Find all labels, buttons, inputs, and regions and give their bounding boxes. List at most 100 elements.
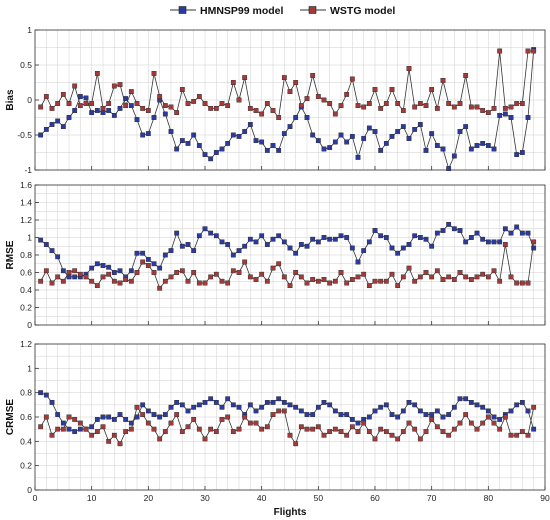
data-point-wstg <box>485 274 491 280</box>
data-point-wstg <box>361 104 367 110</box>
y-tick-label: 0.5 <box>20 60 32 70</box>
data-point-wstg <box>134 270 140 275</box>
data-point-hmnsp99 <box>185 140 191 146</box>
data-point-hmnsp99 <box>417 122 423 127</box>
data-point-wstg <box>72 83 78 89</box>
data-point-hmnsp99 <box>446 221 452 227</box>
data-point-wstg <box>43 94 49 99</box>
data-point-wstg <box>293 80 299 85</box>
data-point-wstg <box>162 278 168 284</box>
data-point-hmnsp99 <box>253 138 259 143</box>
data-point-wstg <box>321 432 327 438</box>
data-point-wstg <box>140 259 146 265</box>
data-point-hmnsp99 <box>304 243 310 249</box>
data-point-wstg <box>225 103 231 109</box>
data-point-wstg <box>213 429 219 434</box>
chart-panel-2: 0 0.2 0.4 0.6 0.8 1 1.2 1.4 1.6 RMSE <box>5 180 546 330</box>
data-point-hmnsp99 <box>94 108 100 113</box>
data-point-wstg <box>89 432 95 438</box>
data-point-hmnsp99 <box>519 150 525 155</box>
data-point-wstg <box>202 280 208 286</box>
data-point-wstg <box>378 278 384 284</box>
data-point-hmnsp99 <box>446 412 452 417</box>
series-line-hmnsp99 <box>40 223 535 278</box>
data-point-wstg <box>259 111 265 117</box>
y-axis-label: Bias <box>5 89 16 111</box>
data-point-wstg <box>463 412 469 417</box>
data-point-hmnsp99 <box>89 265 95 271</box>
data-point-wstg <box>491 420 497 426</box>
data-point-wstg <box>140 412 146 417</box>
data-point-hmnsp99 <box>106 108 112 113</box>
data-point-wstg <box>412 104 418 110</box>
chart-panel-1: -1 -0.5 0 0.5 1 Bias <box>5 25 546 175</box>
data-point-wstg <box>168 104 174 110</box>
data-point-hmnsp99 <box>191 248 197 254</box>
data-point-hmnsp99 <box>242 129 248 134</box>
data-point-wstg <box>531 48 537 54</box>
data-point-hmnsp99 <box>77 426 83 432</box>
legend-marker-hmnsp99 <box>178 6 187 14</box>
data-point-hmnsp99 <box>491 239 497 245</box>
data-point-wstg <box>276 408 282 414</box>
y-tick-label: 0.4 <box>20 436 32 446</box>
data-point-hmnsp99 <box>423 412 429 417</box>
data-point-hmnsp99 <box>485 408 491 414</box>
data-point-hmnsp99 <box>417 235 423 240</box>
data-point-hmnsp99 <box>321 146 327 152</box>
x-tick-label: 90 <box>540 493 550 503</box>
data-point-wstg <box>202 101 208 106</box>
data-point-hmnsp99 <box>344 139 350 145</box>
data-point-wstg <box>502 105 508 111</box>
y-tick-label: 0 <box>27 485 32 495</box>
data-point-hmnsp99 <box>474 402 480 408</box>
data-point-hmnsp99 <box>327 145 333 150</box>
data-point-wstg <box>514 432 520 438</box>
data-point-wstg <box>395 283 401 289</box>
data-point-hmnsp99 <box>378 233 384 239</box>
data-point-wstg <box>366 101 372 106</box>
data-point-hmnsp99 <box>60 268 66 274</box>
data-point-wstg <box>468 104 474 110</box>
data-point-hmnsp99 <box>287 245 293 251</box>
data-point-hmnsp99 <box>140 132 146 138</box>
data-point-hmnsp99 <box>310 132 316 138</box>
data-point-hmnsp99 <box>219 239 225 245</box>
series-line-hmnsp99 <box>40 392 535 433</box>
data-point-wstg <box>242 414 248 420</box>
data-point-wstg <box>196 94 202 99</box>
y-tick-label: 0.8 <box>20 250 32 260</box>
data-point-hmnsp99 <box>400 124 406 130</box>
data-point-wstg <box>72 268 78 274</box>
data-point-wstg <box>100 274 106 280</box>
data-point-hmnsp99 <box>247 122 253 127</box>
data-point-wstg <box>457 101 463 106</box>
data-point-wstg <box>298 103 304 109</box>
data-point-hmnsp99 <box>378 404 384 410</box>
data-point-hmnsp99 <box>270 400 276 405</box>
data-point-hmnsp99 <box>446 166 452 171</box>
data-point-hmnsp99 <box>185 408 191 414</box>
data-point-hmnsp99 <box>55 254 61 260</box>
data-point-hmnsp99 <box>191 404 197 410</box>
data-point-hmnsp99 <box>349 417 355 422</box>
data-point-hmnsp99 <box>264 400 270 405</box>
data-point-hmnsp99 <box>117 412 123 417</box>
data-point-wstg <box>457 270 463 275</box>
data-point-wstg <box>83 274 89 280</box>
data-point-wstg <box>128 89 134 95</box>
data-point-wstg <box>191 417 197 422</box>
data-point-wstg <box>293 441 299 447</box>
data-point-hmnsp99 <box>434 408 440 414</box>
data-point-hmnsp99 <box>208 230 214 236</box>
data-point-wstg <box>451 426 457 432</box>
data-point-hmnsp99 <box>140 402 146 408</box>
data-point-hmnsp99 <box>55 118 61 124</box>
x-tick-label: 20 <box>144 493 154 503</box>
data-point-hmnsp99 <box>185 242 191 247</box>
data-point-wstg <box>321 97 327 103</box>
data-point-hmnsp99 <box>412 233 418 239</box>
data-point-wstg <box>423 103 429 109</box>
data-point-wstg <box>145 108 151 113</box>
y-tick-label: 1 <box>27 363 32 373</box>
